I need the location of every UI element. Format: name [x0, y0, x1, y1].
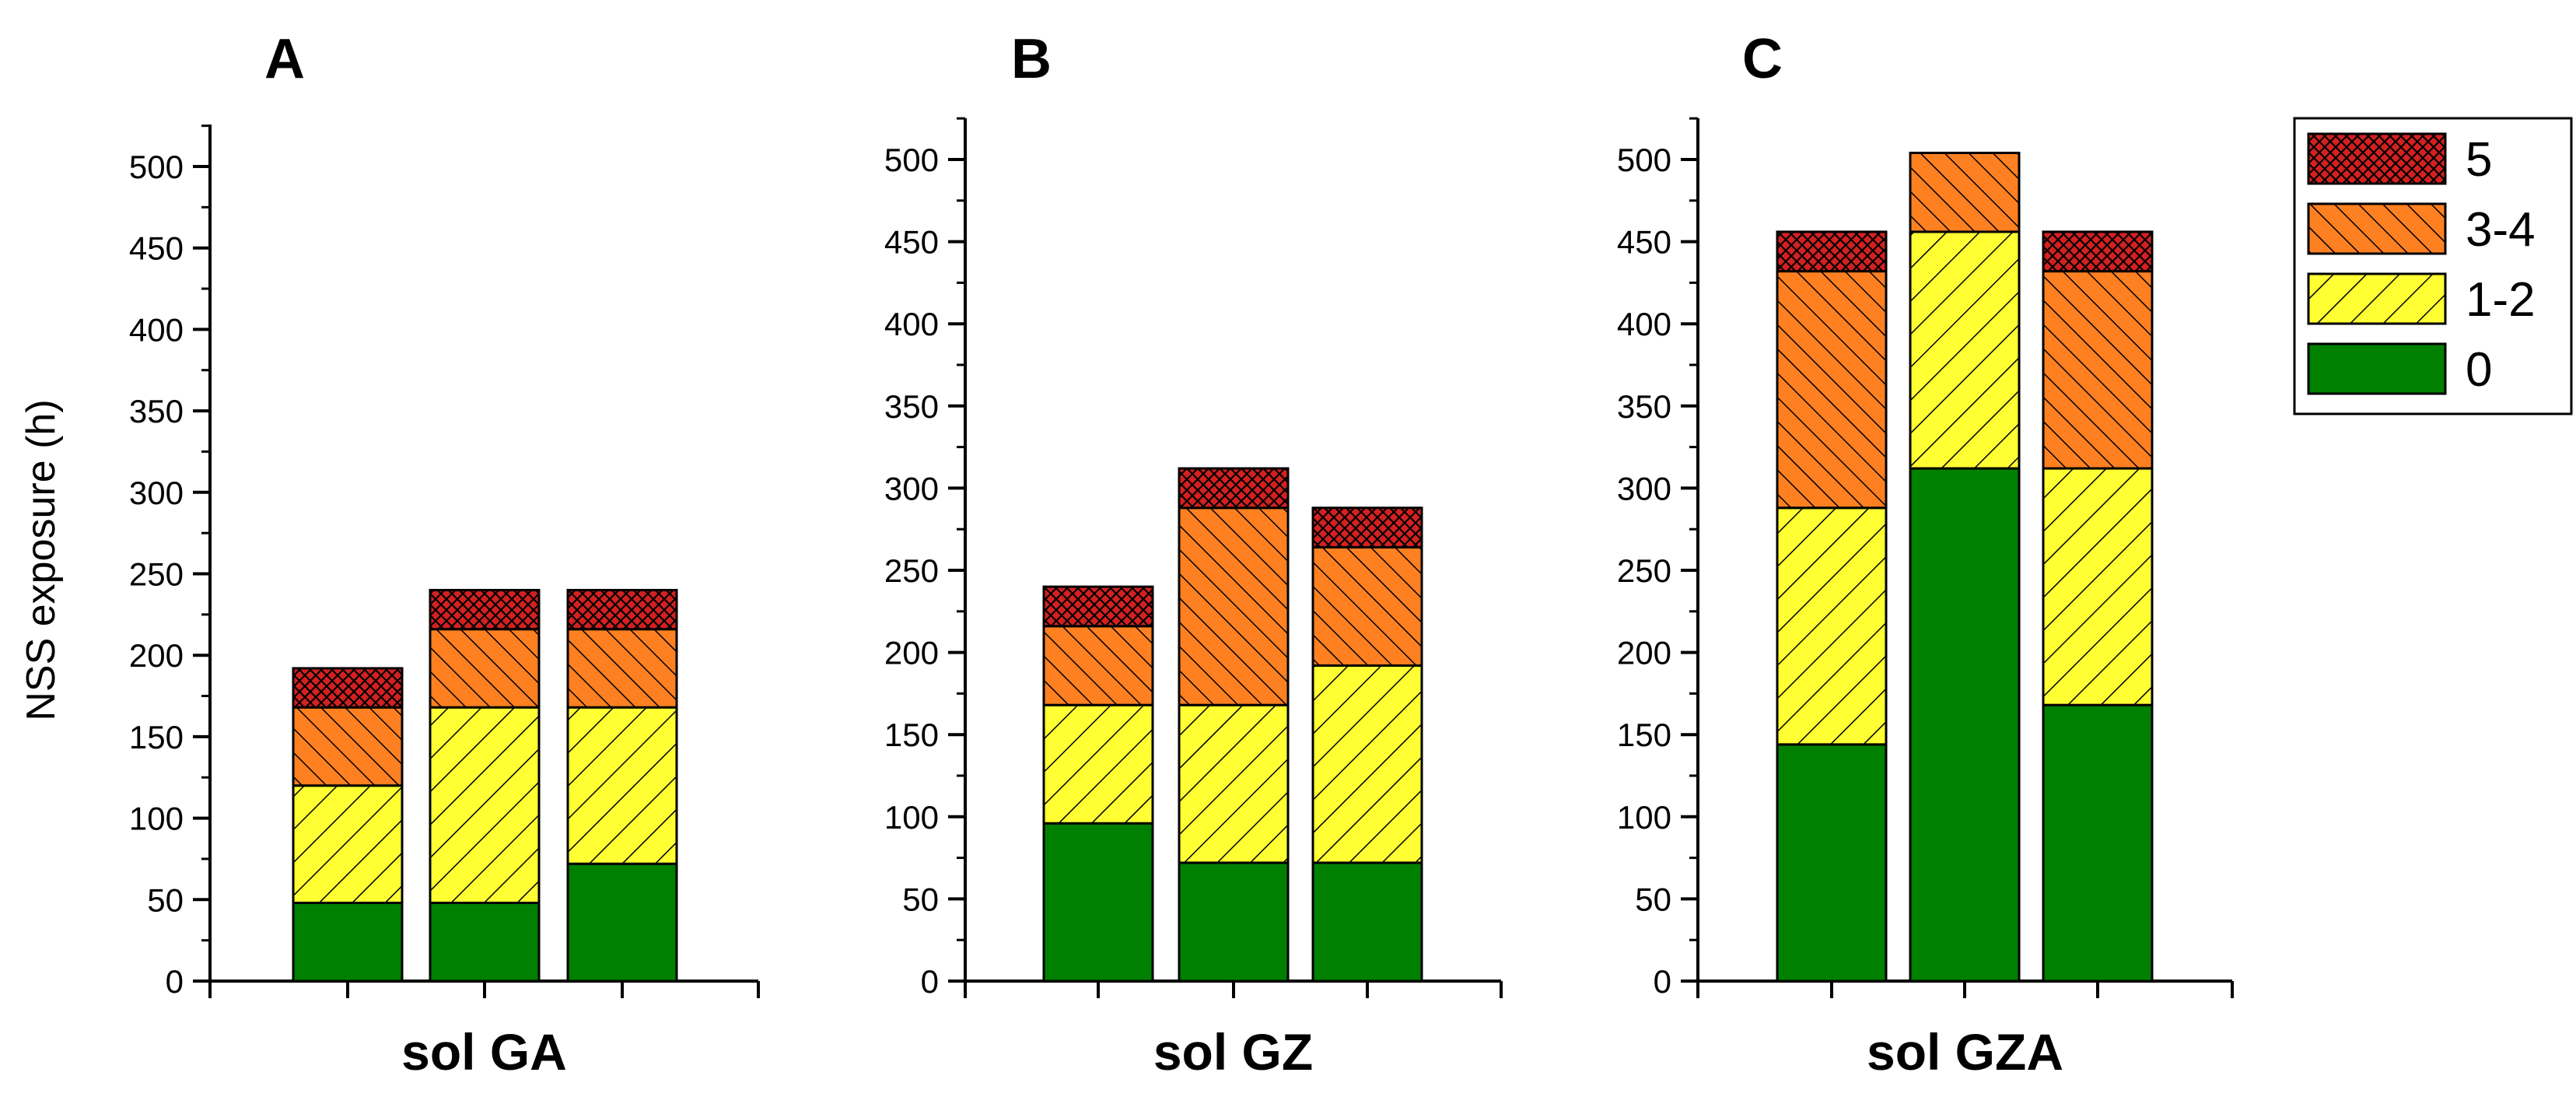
y-tick-label: 100 — [129, 801, 184, 837]
bar-segment-b-3-0 — [1311, 861, 1423, 983]
bar-segment-a-2-3-4 — [429, 628, 541, 709]
bar-segment-c-2-3-4 — [1909, 152, 2021, 233]
bar-segment-c-1-5 — [1776, 230, 1888, 273]
bar-segment-a-2-0 — [429, 901, 541, 983]
bar-segment-a-3-3-4 — [566, 628, 678, 709]
legend-label: 1-2 — [2466, 273, 2536, 327]
bar-segment-c-1-1-2 — [1776, 506, 1888, 746]
bar-segment-b-2-1-2 — [1178, 703, 1290, 864]
y-tick-label: 400 — [129, 311, 184, 348]
bar-segment-a-1-0 — [292, 901, 404, 983]
y-tick-label: 400 — [1617, 306, 1671, 342]
y-tick-label: 0 — [166, 963, 184, 1000]
bar-segment-a-1-1-2 — [292, 784, 404, 904]
bar-segment-a-3-1-2 — [566, 706, 678, 865]
bar-segment-b-1-5 — [1042, 585, 1154, 628]
bar-segment-c-3-0 — [2042, 703, 2154, 983]
y-tick-label: 100 — [1617, 799, 1671, 836]
y-tick-label: 350 — [129, 393, 184, 429]
y-tick-label: 250 — [884, 552, 939, 589]
bar-segment-c-3-1-2 — [2042, 467, 2154, 706]
y-tick-label: 100 — [884, 799, 939, 836]
bar-segment-c-2-0 — [1909, 467, 2021, 983]
y-tick-label: 500 — [129, 149, 184, 185]
bar-segment-b-3-5 — [1311, 506, 1423, 548]
bar-segment-c-1-0 — [1776, 743, 1888, 983]
bar-segment-c-3-3-4 — [2042, 270, 2154, 470]
y-tick-label: 350 — [1617, 388, 1671, 425]
y-tick-label: 150 — [1617, 717, 1671, 753]
y-tick-label: 400 — [884, 306, 939, 342]
bar-segment-b-2-5 — [1178, 467, 1290, 510]
y-tick-label: 0 — [921, 963, 939, 1000]
y-tick-label: 50 — [147, 881, 184, 918]
legend-swatch-3-4 — [2307, 202, 2447, 255]
bar-segment-b-3-3-4 — [1311, 545, 1423, 667]
y-tick-label: 300 — [1617, 470, 1671, 506]
legend-swatch-1-2 — [2307, 272, 2447, 325]
bar-segment-c-2-1-2 — [1909, 230, 2021, 470]
bar-segment-b-2-0 — [1178, 861, 1290, 983]
y-axis-label: NSS exposure (h) — [19, 399, 64, 720]
bar-segment-b-1-1-2 — [1042, 703, 1154, 825]
y-tick-label: 300 — [129, 475, 184, 511]
y-tick-label: 300 — [884, 470, 939, 506]
y-tick-label: 200 — [129, 637, 184, 674]
y-tick-label: 150 — [884, 717, 939, 753]
panel-letter: B — [1011, 28, 1052, 90]
legend-swatch-5 — [2307, 132, 2447, 185]
y-tick-label: 200 — [1617, 635, 1671, 671]
y-tick-label: 50 — [902, 881, 939, 917]
bar-segment-a-2-5 — [429, 588, 541, 631]
bar-segment-a-1-5 — [292, 667, 404, 709]
legend-label: 5 — [2466, 133, 2492, 187]
panel-letter: C — [1742, 28, 1783, 90]
y-tick-label: 250 — [129, 556, 184, 593]
x-axis-label: sol GA — [401, 1023, 567, 1081]
bar-segment-a-3-0 — [566, 862, 678, 983]
bar-segment-b-1-3-4 — [1042, 625, 1154, 706]
x-axis-label: sol GZA — [1867, 1023, 2063, 1081]
bar-segment-c-3-5 — [2042, 230, 2154, 273]
y-tick-label: 150 — [129, 719, 184, 755]
bar-segment-a-2-1-2 — [429, 706, 541, 904]
y-tick-label: 50 — [1635, 881, 1671, 917]
y-tick-label: 200 — [884, 635, 939, 671]
y-tick-label: 250 — [1617, 552, 1671, 589]
bar-segment-b-1-0 — [1042, 822, 1154, 983]
x-axis-label: sol GZ — [1153, 1023, 1313, 1081]
bar-segment-a-1-3-4 — [292, 706, 404, 787]
bar-segment-b-2-3-4 — [1178, 506, 1290, 706]
y-tick-label: 500 — [1617, 142, 1671, 178]
y-tick-label: 450 — [1617, 224, 1671, 261]
legend-label: 3-4 — [2466, 203, 2536, 257]
y-tick-label: 450 — [884, 224, 939, 261]
y-tick-label: 500 — [884, 142, 939, 178]
panel-letter: A — [264, 28, 305, 90]
y-tick-label: 450 — [129, 230, 184, 267]
bar-segment-c-1-3-4 — [1776, 270, 1888, 510]
bar-segment-b-3-1-2 — [1311, 664, 1423, 864]
legend-label: 0 — [2466, 343, 2492, 397]
y-tick-label: 0 — [1654, 963, 1671, 1000]
bar-segment-a-3-5 — [566, 588, 678, 631]
legend-swatch-0 — [2307, 342, 2447, 395]
y-tick-label: 350 — [884, 388, 939, 425]
